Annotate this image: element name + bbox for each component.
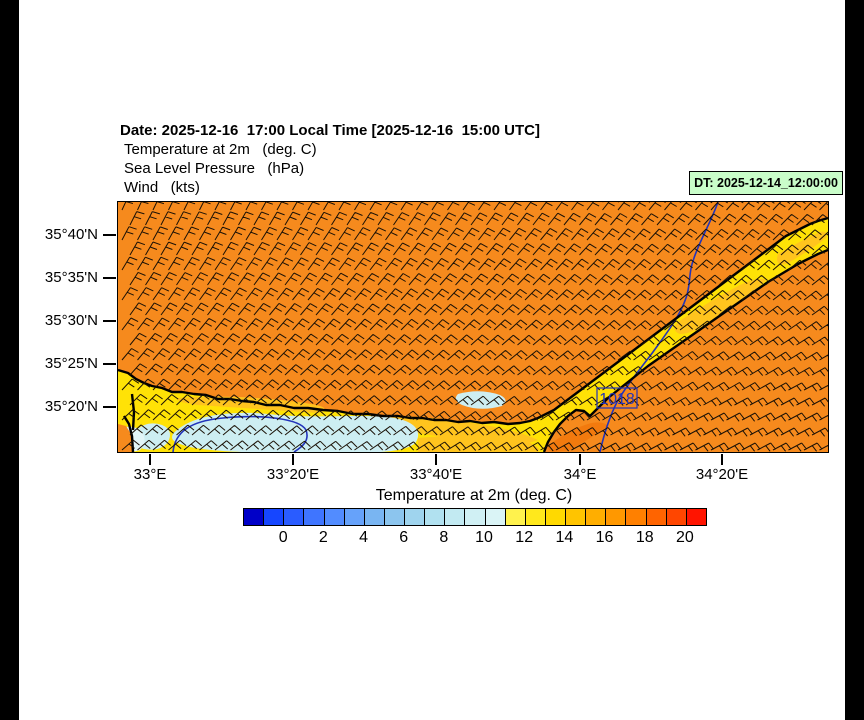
- lat-tick: [103, 363, 116, 365]
- lon-label: 33°E: [133, 466, 167, 483]
- lon-tick: [435, 454, 437, 465]
- lat-label: 35°30'N: [44, 312, 98, 329]
- lat-tick: [103, 277, 116, 279]
- colorbar-segment: [324, 509, 345, 525]
- colorbar: [243, 508, 707, 526]
- lon-label: 33°40'E: [409, 466, 463, 483]
- colorbar-segment: [244, 509, 265, 525]
- lon-label: 34°20'E: [695, 466, 749, 483]
- colorbar-segment: [525, 509, 546, 525]
- lat-tick: [103, 406, 116, 408]
- colorbar-segment: [646, 509, 667, 525]
- colorbar-tick-label: 2: [318, 529, 328, 546]
- data-time-badge: DT: 2025-12-14_12:00:00: [689, 171, 843, 195]
- pressure-label-text: 1018: [599, 391, 635, 408]
- colorbar-tick-label: 8: [439, 529, 449, 546]
- colorbar-tick-label: 6: [399, 529, 409, 546]
- colorbar-title: Temperature at 2m (deg. C): [375, 487, 573, 504]
- wind-barb-glyphs: [121, 202, 828, 452]
- colorbar-tick-label: 20: [676, 529, 694, 546]
- wind-barbs: [121, 202, 828, 452]
- warm-land-patches: [177, 231, 827, 452]
- pressure-label: 1018: [596, 387, 638, 409]
- lon-label: 33°20'E: [266, 466, 320, 483]
- date-line: Date: 2025-12-16 17:00 Local Time [2025-…: [120, 122, 540, 139]
- colorbar-segment: [626, 509, 647, 525]
- colorbar-segment: [566, 509, 587, 525]
- left-black-bar: [0, 0, 19, 720]
- bay-warm-patch: [547, 422, 608, 452]
- lat-tick: [103, 320, 116, 322]
- map-canvas: 1018: [118, 202, 828, 452]
- colorbar-segment: [384, 509, 405, 525]
- colorbar-tick-label: 0: [278, 529, 288, 546]
- lat-tick: [103, 234, 116, 236]
- lon-tick: [579, 454, 581, 465]
- map-plot-area: 1018: [117, 201, 829, 453]
- lat-label: 35°20'N: [44, 398, 98, 415]
- colorbar-segment: [606, 509, 627, 525]
- field-wind-line: Wind (kts): [124, 179, 200, 196]
- colorbar-tick-label: 4: [359, 529, 368, 546]
- field-temperature-line: Temperature at 2m (deg. C): [124, 141, 317, 158]
- colorbar-segment: [686, 509, 706, 525]
- colorbar-segment: [545, 509, 566, 525]
- colorbar-segment: [304, 509, 325, 525]
- lon-tick: [721, 454, 723, 465]
- colorbar-segment: [505, 509, 526, 525]
- colorbar-segment: [485, 509, 506, 525]
- colorbar-segment: [405, 509, 426, 525]
- colorbar-segment: [344, 509, 365, 525]
- colorbar-tick-label: 10: [475, 529, 493, 546]
- colorbar-tick-label: 16: [595, 529, 614, 546]
- lat-label: 35°25'N: [44, 355, 98, 372]
- colorbar-segment: [364, 509, 385, 525]
- lon-label: 34°E: [563, 466, 597, 483]
- lon-tick: [292, 454, 294, 465]
- colorbar-tick-label: 14: [555, 529, 574, 546]
- right-black-bar: [845, 0, 864, 720]
- colorbar-segment: [284, 509, 305, 525]
- colorbar-segment: [465, 509, 486, 525]
- inlet-sea-fill: [118, 424, 133, 452]
- lat-label: 35°35'N: [44, 269, 98, 286]
- field-pressure-line: Sea Level Pressure (hPa): [124, 160, 305, 177]
- map-header: Date: 2025-12-16 17:00 Local Time [2025-…: [120, 121, 540, 197]
- colorbar-segment: [425, 509, 446, 525]
- lon-tick: [149, 454, 151, 465]
- colorbar-segment: [264, 509, 285, 525]
- colorbar-tick-label: 12: [515, 529, 534, 546]
- colorbar-tick-label: 18: [635, 529, 654, 546]
- colorbar-segment: [586, 509, 607, 525]
- colorbar-segment: [666, 509, 687, 525]
- colorbar-segment: [445, 509, 466, 525]
- lat-label: 35°40'N: [44, 226, 98, 243]
- pressure-label-box: [596, 387, 638, 409]
